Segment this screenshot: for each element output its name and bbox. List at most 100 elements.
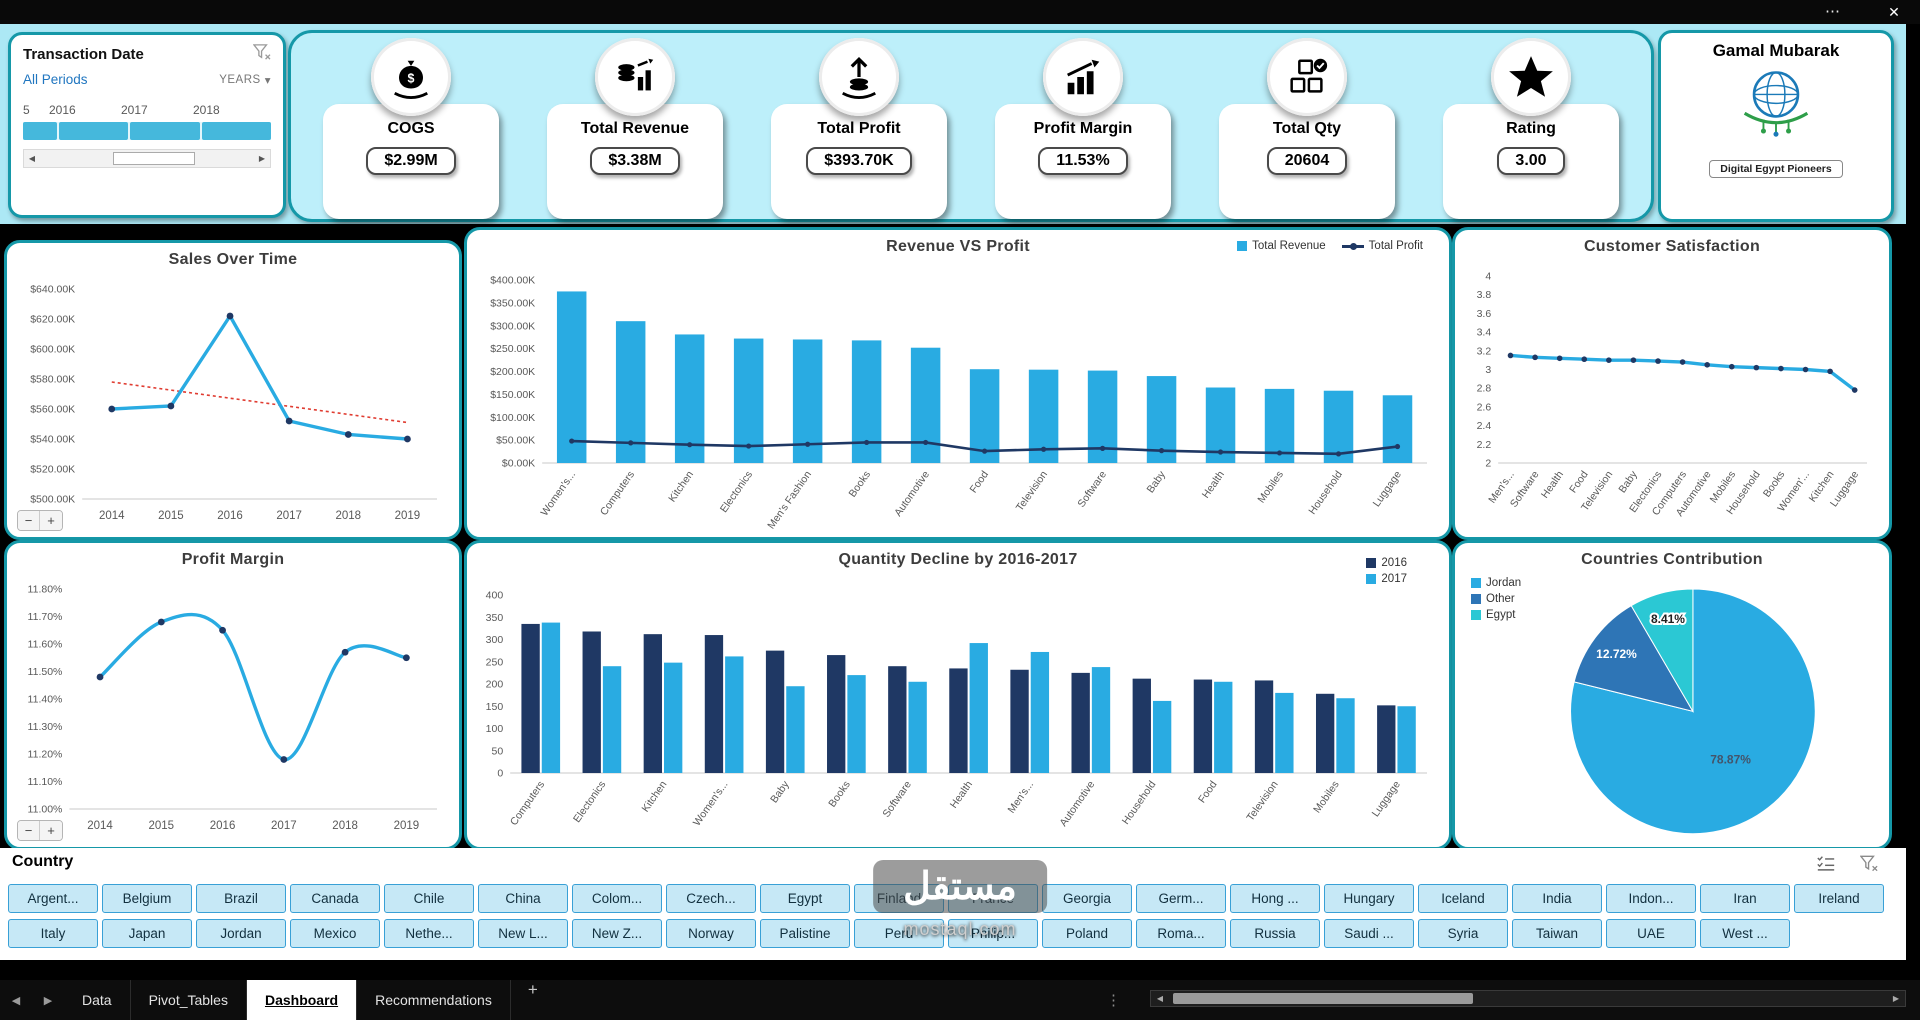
timeline-level-dropdown[interactable]: YEARS ▾ <box>219 73 271 87</box>
quantity-decline-plot[interactable]: 0 50 100 150 200 250 300 350 400 Computers Electon… <box>475 583 1441 839</box>
timeline-scrollbar[interactable]: ◀ ▶ <box>23 149 271 168</box>
country-item[interactable]: Norway <box>666 919 756 948</box>
timeline-segment[interactable] <box>23 122 57 140</box>
country-item[interactable]: Hong ... <box>1230 884 1320 913</box>
country-item[interactable]: Brazil <box>196 884 286 913</box>
country-item[interactable]: Palistine <box>760 919 850 948</box>
country-item[interactable]: Russia <box>1230 919 1320 948</box>
window-menu-icon[interactable]: ⋯ <box>1825 3 1842 20</box>
country-item[interactable]: Syria <box>1418 919 1508 948</box>
country-item[interactable]: China <box>478 884 568 913</box>
svg-text:Television: Television <box>1244 779 1280 824</box>
svg-text:11.00%: 11.00% <box>28 804 63 816</box>
country-item[interactable]: Poland <box>1042 919 1132 948</box>
zoom-in-button[interactable]: + <box>40 511 62 530</box>
kpi-value: 11.53% <box>1038 146 1128 175</box>
clear-filter-icon[interactable] <box>252 44 271 65</box>
country-item[interactable]: West ... <box>1700 919 1790 948</box>
multi-select-icon[interactable] <box>1816 855 1836 877</box>
country-item[interactable]: India <box>1512 884 1602 913</box>
scrollbar-thumb[interactable] <box>112 152 195 165</box>
scroll-left-icon[interactable]: ◀ <box>1156 994 1164 1003</box>
country-item[interactable]: Czech... <box>666 884 756 913</box>
customer-satisfaction-plot[interactable]: 2 2.2 2.4 2.6 2.8 3 3.2 3.4 3.6 3.8 4 Men's... Softw… <box>1463 264 1881 529</box>
country-item[interactable]: Finland <box>854 884 944 913</box>
country-item[interactable]: Georgia <box>1042 884 1132 913</box>
clear-filter-icon[interactable] <box>1859 855 1878 877</box>
country-item[interactable]: Hungary <box>1324 884 1414 913</box>
timeline-segment[interactable] <box>59 122 129 140</box>
country-item[interactable]: Philip... <box>948 919 1038 948</box>
sales-over-time-plot[interactable]: $500.00K $520.00K $540.00K $560.00K $580.00K… <box>15 277 451 529</box>
svg-text:Kitchen: Kitchen <box>640 779 670 815</box>
country-item[interactable]: Argent... <box>8 884 98 913</box>
svg-text:Health: Health <box>1539 469 1566 501</box>
country-item[interactable]: Nethe... <box>384 919 474 948</box>
country-item[interactable]: New L... <box>478 919 568 948</box>
country-item[interactable]: France <box>948 884 1038 913</box>
timeline-range-bar[interactable] <box>23 122 271 140</box>
tab-dashboard[interactable]: Dashboard <box>246 980 358 1020</box>
country-item[interactable]: Peru <box>854 919 944 948</box>
tab-data[interactable]: Data <box>64 980 131 1020</box>
country-item[interactable]: Jordan <box>196 919 286 948</box>
profit-margin-plot[interactable]: 11.00% 11.10% 11.20% 11.30% 11.40% 11.50% 11.6… <box>15 577 451 839</box>
zoom-control: − + <box>17 510 63 531</box>
tab-recommendations[interactable]: Recommendations <box>357 980 511 1020</box>
svg-text:3.4: 3.4 <box>1477 327 1492 339</box>
quantity-decline-chart-card[interactable]: Quantity Decline by 2016-2017 2016 2017 0… <box>464 540 1452 850</box>
country-item[interactable]: Germ... <box>1136 884 1226 913</box>
window-close-icon[interactable]: ✕ <box>1888 4 1900 20</box>
country-item[interactable]: Roma... <box>1136 919 1226 948</box>
revenue-vs-profit-plot[interactable]: $0.00K $50.00K $100.00K $150.00K $200.00K $25… <box>475 268 1441 531</box>
customer-satisfaction-chart-card[interactable]: Customer Satisfaction 2 2.2 2.4 2.6 2.8 3 3.2 3… <box>1452 227 1892 540</box>
profit-margin-chart-card[interactable]: Profit Margin 11.00% 11.10% 11.20% 11.30% 11… <box>4 540 462 850</box>
sales-over-time-chart-card[interactable]: Sales Over Time $500.00K $520.00K $540.00K… <box>4 240 462 540</box>
country-item[interactable]: Japan <box>102 919 192 948</box>
zoom-control: − + <box>17 820 63 841</box>
countries-contribution-plot[interactable]: 78.87% 12.72% 8.41% <box>1463 573 1881 839</box>
svg-text:$620.00K: $620.00K <box>30 314 75 326</box>
zoom-out-button[interactable]: − <box>18 821 40 840</box>
svg-text:3.8: 3.8 <box>1477 289 1492 301</box>
country-item[interactable]: Belgium <box>102 884 192 913</box>
kpi-total-profit: Total Profit $393.70K <box>760 33 958 219</box>
country-item[interactable]: Egypt <box>760 884 850 913</box>
chart-title: Countries Contribution <box>1581 551 1763 568</box>
kpi-card: Rating 3.00 <box>1443 103 1619 219</box>
revenue-vs-profit-chart-card[interactable]: Revenue VS Profit Total Revenue Total Pro… <box>464 227 1452 540</box>
country-item[interactable]: Mexico <box>290 919 380 948</box>
country-item[interactable]: Italy <box>8 919 98 948</box>
sheet-next-icon[interactable]: ▶ <box>43 994 53 1007</box>
scroll-left-icon[interactable]: ◀ <box>28 154 36 163</box>
sheet-prev-icon[interactable]: ◀ <box>11 994 21 1007</box>
country-item[interactable]: New Z... <box>572 919 662 948</box>
countries-contribution-chart-card[interactable]: Countries Contribution Jordan Other Egypt … <box>1452 540 1892 850</box>
country-item[interactable]: Canada <box>290 884 380 913</box>
country-item[interactable]: Ireland <box>1794 884 1884 913</box>
svg-text:Computers: Computers <box>508 779 547 828</box>
tab-overflow-icon[interactable]: ⋮ <box>1106 992 1121 1009</box>
scroll-right-icon[interactable]: ▶ <box>258 154 266 163</box>
horizontal-scrollbar[interactable]: ◀ ▶ <box>1150 990 1906 1007</box>
timeline-segment[interactable] <box>201 122 271 140</box>
country-item[interactable]: Iceland <box>1418 884 1508 913</box>
zoom-out-button[interactable]: − <box>18 511 40 530</box>
country-item[interactable]: Iran <box>1700 884 1790 913</box>
svg-text:$100.00K: $100.00K <box>490 412 535 424</box>
country-item[interactable]: Indon... <box>1606 884 1696 913</box>
scroll-right-icon[interactable]: ▶ <box>1892 994 1900 1003</box>
globe-network-logo-icon <box>1711 61 1841 158</box>
add-sheet-button[interactable]: + <box>527 980 538 999</box>
country-item[interactable]: Chile <box>384 884 474 913</box>
zoom-in-button[interactable]: + <box>40 821 62 840</box>
legend-item: Total Revenue <box>1237 240 1326 252</box>
tab-pivot_tables[interactable]: Pivot_Tables <box>131 980 247 1020</box>
country-item[interactable]: UAE <box>1606 919 1696 948</box>
svg-text:Computers: Computers <box>598 469 637 518</box>
scrollbar-thumb[interactable] <box>1173 993 1473 1004</box>
country-item[interactable]: Taiwan <box>1512 919 1602 948</box>
country-item[interactable]: Colom... <box>572 884 662 913</box>
timeline-segment[interactable] <box>130 122 200 140</box>
country-item[interactable]: Saudi ... <box>1324 919 1414 948</box>
